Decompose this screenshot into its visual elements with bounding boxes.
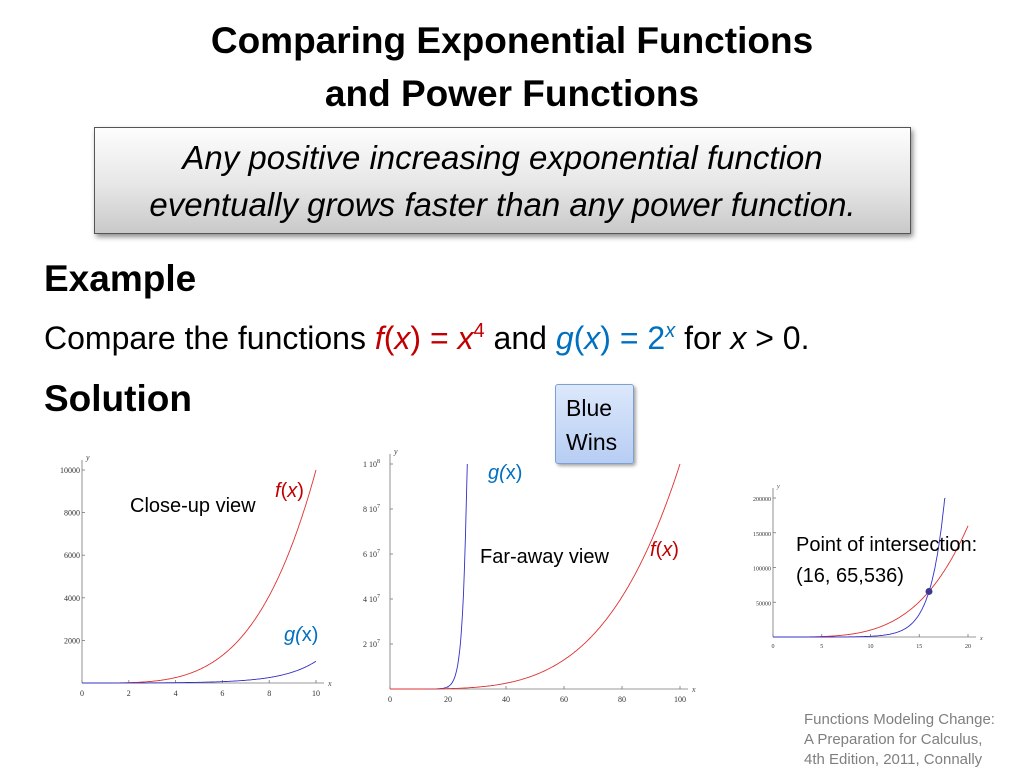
g-exponent: x <box>665 320 676 342</box>
f-var: x <box>394 320 411 356</box>
blue-wins-line-2: Wins <box>566 429 618 455</box>
y-tick-label: 4000 <box>64 594 80 603</box>
g-curve <box>773 497 946 638</box>
g-var: x <box>584 320 601 356</box>
y-tick-label: 8 107 <box>363 504 380 514</box>
x-tick-label: 40 <box>502 695 510 704</box>
example-statement: Compare the functions f(x) = x4 and g(x)… <box>44 320 810 356</box>
x-tick-label: 80 <box>618 695 626 704</box>
statement-tail: > 0. <box>746 320 810 356</box>
g-base: 2 <box>647 320 666 356</box>
x-tick-label: 6 <box>220 689 224 698</box>
f-curve <box>390 463 681 690</box>
x-tick-label: 2 <box>127 689 131 698</box>
x-axis-label: x <box>979 636 983 642</box>
f-name: f <box>374 320 384 356</box>
x-tick-label: 100 <box>674 695 686 704</box>
y-tick-label: 8000 <box>64 509 80 518</box>
closeup-g-label: g(x) <box>284 624 319 646</box>
y-tick-label: 6000 <box>64 551 80 560</box>
y-tick-label: 10000 <box>60 466 80 475</box>
solution-heading: Solution <box>44 378 192 419</box>
x-tick-label: 5 <box>820 644 823 650</box>
y-tick-label: 1 108 <box>363 459 380 469</box>
x-tick-label: 8 <box>267 689 271 698</box>
statement-and: and <box>484 320 556 356</box>
y-tick-label: 200000 <box>753 497 771 503</box>
x-tick-label: 0 <box>80 689 84 698</box>
y-tick-label: 2000 <box>64 636 80 645</box>
f-exponent: 4 <box>473 320 485 342</box>
faraway-label: Far-away view <box>480 546 609 568</box>
credit-line-1: Functions Modeling Change: <box>804 711 995 728</box>
statement-prefix: Compare the functions <box>44 320 375 356</box>
theorem-callout: Any positive increasing exponential func… <box>94 127 911 234</box>
x-tick-label: 15 <box>916 644 922 650</box>
callout-line-2: eventually grows faster than any power f… <box>149 186 856 223</box>
y-tick-label: 6 107 <box>363 549 380 559</box>
x-tick-label: 60 <box>560 695 568 704</box>
intersection-line-2: (16, 65,536) <box>796 565 904 587</box>
x-tick-label: 4 <box>174 689 178 698</box>
g-curve <box>82 660 317 684</box>
source-credit: Functions Modeling Change: A Preparation… <box>804 710 995 770</box>
intersection-point <box>925 587 933 595</box>
x-tick-label: 20 <box>965 644 971 650</box>
x-tick-label: 0 <box>772 644 775 650</box>
slide-title: Comparing Exponential Functions and Powe… <box>0 14 1024 120</box>
credit-line-2: A Preparation for Calculus, <box>804 731 983 748</box>
y-axis-label: y <box>776 484 780 490</box>
y-tick-label: 150000 <box>753 532 771 538</box>
x-tick-label: 10 <box>312 689 320 698</box>
domain-var: x <box>730 320 747 356</box>
blue-wins-line-1: Blue <box>566 395 613 421</box>
intersection-line-1: Point of intersection: <box>796 534 978 556</box>
faraway-g-label: g(x) <box>488 462 523 484</box>
x-axis-label: x <box>327 679 332 688</box>
closeup-label: Close-up view <box>130 495 256 517</box>
blue-wins-note: Blue Wins <box>555 384 634 464</box>
x-tick-label: 10 <box>868 644 874 650</box>
title-line-1: Comparing Exponential Functions <box>210 20 814 61</box>
x-tick-label: 20 <box>444 695 452 704</box>
closeup-f-label: f(x) <box>275 480 304 502</box>
f-eq: ) = <box>410 320 458 356</box>
f-base: x <box>457 320 474 356</box>
x-tick-label: 0 <box>388 695 392 704</box>
y-axis-label: y <box>85 453 90 462</box>
intersection-label: Point of intersection: (16, 65,536) <box>796 530 977 592</box>
y-tick-label: 100000 <box>753 567 771 573</box>
y-tick-label: 4 107 <box>363 594 380 604</box>
callout-line-1: Any positive increasing exponential func… <box>182 139 823 176</box>
y-tick-label: 2 107 <box>363 639 380 649</box>
x-axis-label: x <box>691 685 696 694</box>
g-name: g <box>555 320 574 356</box>
y-axis-label: y <box>393 447 398 456</box>
statement-for: for <box>675 320 731 356</box>
credit-line-3: 4th Edition, 2011, Connally <box>804 751 983 768</box>
y-tick-label: 50000 <box>756 601 771 607</box>
title-line-2: and Power Functions <box>324 73 700 114</box>
faraway-f-label: f(x) <box>650 539 679 561</box>
g-eq: ) = <box>600 320 648 356</box>
example-heading: Example <box>44 258 197 299</box>
